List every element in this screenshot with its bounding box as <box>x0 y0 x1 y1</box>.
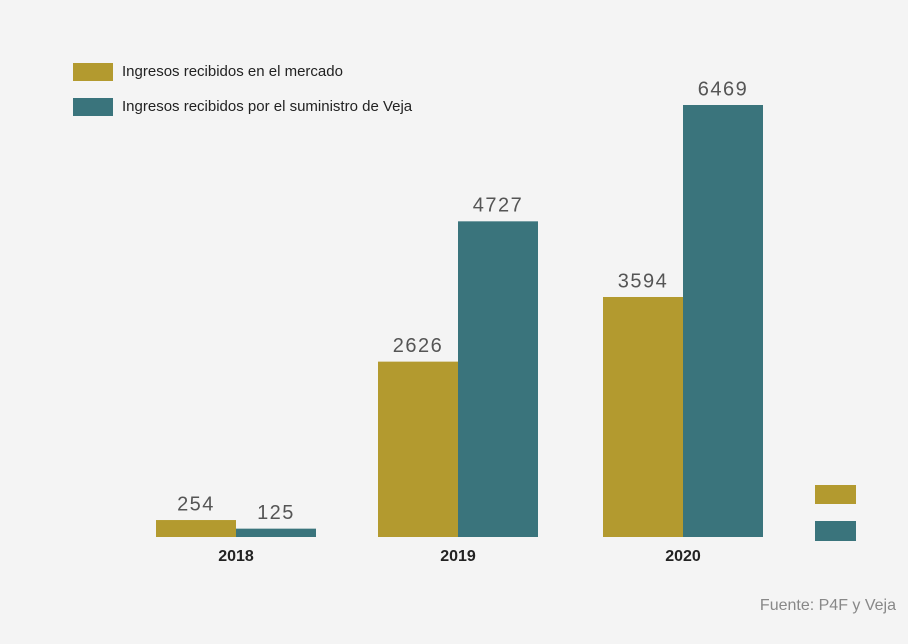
data-label: 125 <box>257 502 295 524</box>
bar <box>603 296 683 537</box>
x-tick-label: 2018 <box>218 548 254 565</box>
decoration <box>815 521 856 541</box>
legend-swatch <box>73 98 113 116</box>
data-label: 254 <box>177 493 215 515</box>
legend-label: Ingresos recibidos por el suministro de … <box>122 98 413 115</box>
decoration <box>815 485 856 504</box>
bar <box>378 361 458 537</box>
data-label: 3594 <box>618 270 669 292</box>
bar <box>236 528 316 537</box>
x-tick-label: 2020 <box>665 548 701 565</box>
x-tick-label: 2019 <box>440 548 476 565</box>
legend-label: Ingresos recibidos en el mercado <box>122 63 343 80</box>
data-label: 6469 <box>698 78 749 100</box>
data-label: 4727 <box>473 195 524 217</box>
bar <box>458 221 538 537</box>
bar <box>683 105 763 537</box>
data-label: 2626 <box>393 335 444 357</box>
source: Fuente: P4F y Veja <box>760 597 896 614</box>
legend-swatch <box>73 63 113 81</box>
bar <box>156 520 236 537</box>
